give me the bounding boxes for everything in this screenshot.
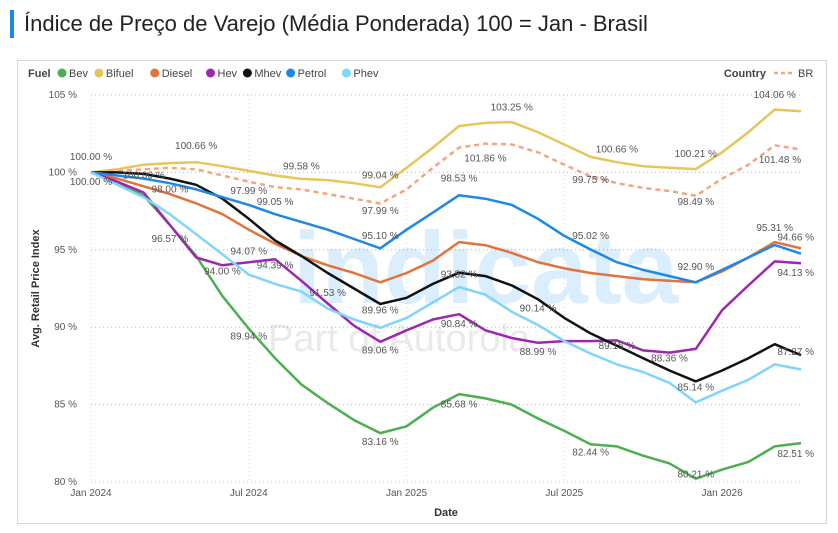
legend-entry-hev[interactable]: Hev <box>218 68 238 80</box>
chart-panel: indicata Part of Autorola 100.00 % 100.00… <box>17 60 827 524</box>
data-label: 97.99 % <box>362 206 399 217</box>
data-label: 95.31 % <box>756 223 793 234</box>
data-label: 93.52 % <box>441 270 478 281</box>
legend-entry-bev[interactable]: Bev <box>69 68 88 80</box>
data-label: 100.00 % <box>70 177 112 188</box>
data-label: 87.27 % <box>777 347 814 358</box>
legend-marker-bev <box>57 68 67 78</box>
y-axis-label: Avg. Retail Price Index <box>30 229 42 348</box>
data-label: 82.44 % <box>572 448 609 459</box>
data-label: 94.13 % <box>777 268 814 279</box>
data-label: 94.66 % <box>777 233 814 244</box>
watermark-brand: indicata <box>293 211 680 325</box>
legend-entry-phev[interactable]: Phev <box>353 68 379 80</box>
data-label: 98.49 % <box>677 197 714 208</box>
x-axis-label: Date <box>434 507 458 519</box>
legend-layer: Fuel Bev Bifuel Diesel Hev Mhev Petrol Phev Coun… <box>28 68 813 80</box>
watermark-tagline: Part of Autorola <box>268 318 531 360</box>
legend-country-title: Country <box>724 68 767 80</box>
series-line-hev <box>90 171 802 354</box>
legend-marker-bifuel <box>94 68 104 78</box>
data-label: 95.02 % <box>572 231 609 242</box>
data-label: 99.75 % <box>572 175 609 186</box>
data-label: 104.06 % <box>754 90 796 101</box>
data-label: 98.00 % <box>152 185 189 196</box>
data-label: 89.15 % <box>599 341 636 352</box>
legend-marker-diesel <box>150 68 160 78</box>
data-label: 88.99 % <box>520 347 557 358</box>
title-bar: Índice de Preço de Varejo (Média Pondera… <box>10 10 648 38</box>
series-layer <box>90 108 802 480</box>
data-label-layer: 100.00 % 100.00 % 100.66 % 99.58 % 99.04 % 10… <box>70 90 814 480</box>
data-label: 94.39 % <box>257 260 294 271</box>
legend-entry-bifuel[interactable]: Bifuel <box>106 68 134 80</box>
y-tick-label: 95 % <box>54 245 77 256</box>
data-label: 100.21 % <box>675 149 717 160</box>
data-label: 92.90 % <box>677 262 714 273</box>
line-chart: indicata Part of Autorola 100.00 %100.00… <box>28 68 814 519</box>
legend-entry-br[interactable]: BR <box>798 68 813 80</box>
data-label: 95.10 % <box>362 231 399 242</box>
legend-marker-petrol <box>286 68 296 78</box>
legend-marker-mhev <box>242 68 252 78</box>
data-label: 89.96 % <box>362 305 399 316</box>
x-tick-label: Jan 2024 <box>70 488 112 499</box>
legend-entry-petrol[interactable]: Petrol <box>298 68 327 80</box>
legend-entry-diesel[interactable]: Diesel <box>162 68 193 80</box>
x-tick-label: Jan 2025 <box>386 488 428 499</box>
data-label: 101.86 % <box>464 154 506 165</box>
data-label: 99.05 % <box>257 197 294 208</box>
data-label: 96.57 % <box>152 234 189 245</box>
data-label: 100.00 % <box>70 152 112 163</box>
data-label: 94.07 % <box>230 246 267 257</box>
series-line-petrol <box>90 171 802 284</box>
data-label: 101.48 % <box>759 155 801 166</box>
data-label: 100.66 % <box>596 144 638 155</box>
grid-layer <box>90 94 801 483</box>
series-line-phev <box>90 171 802 404</box>
series-line-mhev <box>91 171 802 383</box>
data-label: 100.66 % <box>175 141 217 152</box>
x-tick-label: Jul 2024 <box>230 488 268 499</box>
data-label: 91.53 % <box>309 288 346 299</box>
legend-entry-mhev[interactable]: Mhev <box>254 68 281 80</box>
series-line-br <box>90 142 802 205</box>
data-label: 90.84 % <box>441 319 478 330</box>
data-label: 85.68 % <box>441 400 478 411</box>
data-label: 89.94 % <box>230 332 267 343</box>
data-label: 83.16 % <box>362 437 399 448</box>
y-tick-label: 80 % <box>54 477 77 488</box>
y-tick-label: 90 % <box>54 322 77 333</box>
title-accent-bar <box>10 10 14 38</box>
data-label: 88.36 % <box>651 353 688 364</box>
page-title: Índice de Preço de Varejo (Média Pondera… <box>24 11 648 36</box>
series-line-bifuel <box>90 108 802 189</box>
data-label: 100.00 % <box>122 171 164 182</box>
watermark: indicata Part of Autorola <box>268 211 680 360</box>
data-label: 89.06 % <box>362 346 399 357</box>
x-tick-label: Jul 2025 <box>545 488 583 499</box>
legend-marker-phev <box>341 68 351 78</box>
y-tick-label: 100 % <box>49 167 77 178</box>
y-tick-label: 85 % <box>54 400 77 411</box>
data-label: 82.51 % <box>777 449 814 460</box>
legend-fuel-title: Fuel <box>28 68 51 80</box>
data-label: 80.21 % <box>677 469 714 480</box>
y-tick-label: 105 % <box>49 90 77 101</box>
x-tick-label: Jan 2026 <box>702 488 744 499</box>
data-label: 85.14 % <box>677 383 714 394</box>
data-label: 97.99 % <box>230 186 267 197</box>
data-label: 90.14 % <box>520 304 557 315</box>
data-label: 94.00 % <box>204 267 241 278</box>
data-label: 99.58 % <box>283 161 320 172</box>
legend-marker-hev <box>206 68 215 78</box>
data-label: 98.53 % <box>441 174 478 185</box>
data-label: 103.25 % <box>491 102 533 113</box>
series-line-diesel <box>90 171 802 284</box>
axis-layer: 80 % 85 % 90 % 95 % 100 % 105 % Jan 2024 Jul 20… <box>30 90 743 519</box>
data-label: 99.04 % <box>362 171 399 182</box>
series-line-bev <box>90 171 802 480</box>
